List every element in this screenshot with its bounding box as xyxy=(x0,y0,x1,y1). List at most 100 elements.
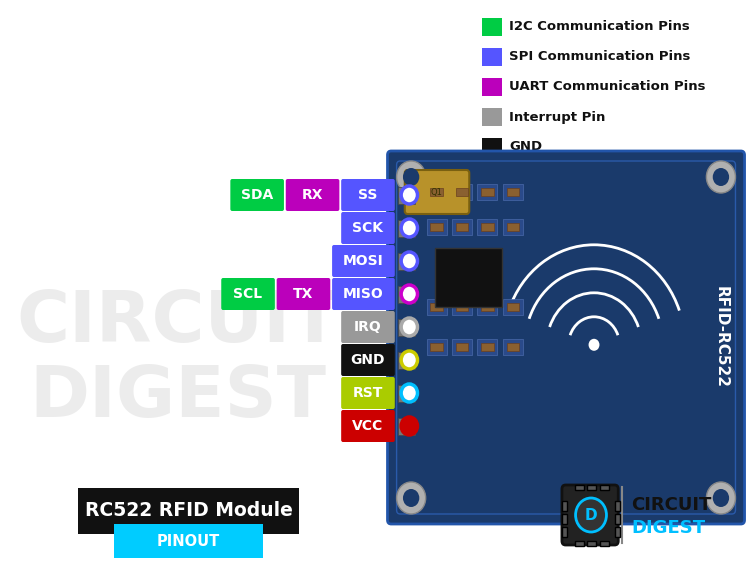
FancyBboxPatch shape xyxy=(456,223,468,231)
FancyBboxPatch shape xyxy=(482,168,502,186)
FancyBboxPatch shape xyxy=(587,485,596,490)
FancyBboxPatch shape xyxy=(430,343,443,351)
Text: VCC: VCC xyxy=(352,419,383,433)
Text: UART Communication Pins: UART Communication Pins xyxy=(509,81,706,93)
FancyBboxPatch shape xyxy=(482,18,502,36)
FancyBboxPatch shape xyxy=(277,278,330,310)
Circle shape xyxy=(706,482,736,514)
FancyBboxPatch shape xyxy=(503,299,523,315)
Text: RX: RX xyxy=(302,188,323,202)
FancyBboxPatch shape xyxy=(478,339,497,355)
Text: VCC: VCC xyxy=(509,170,538,184)
FancyBboxPatch shape xyxy=(230,179,284,211)
FancyBboxPatch shape xyxy=(341,212,394,244)
FancyBboxPatch shape xyxy=(398,187,416,203)
FancyBboxPatch shape xyxy=(435,248,502,307)
FancyBboxPatch shape xyxy=(481,223,494,231)
FancyBboxPatch shape xyxy=(478,299,497,315)
FancyBboxPatch shape xyxy=(398,351,416,369)
Text: MOSI: MOSI xyxy=(343,254,384,268)
FancyBboxPatch shape xyxy=(452,184,472,200)
FancyBboxPatch shape xyxy=(478,219,497,235)
FancyBboxPatch shape xyxy=(615,514,620,524)
FancyBboxPatch shape xyxy=(615,501,620,511)
FancyBboxPatch shape xyxy=(587,541,596,546)
FancyBboxPatch shape xyxy=(482,78,502,96)
FancyBboxPatch shape xyxy=(341,179,394,211)
FancyBboxPatch shape xyxy=(503,339,523,355)
FancyBboxPatch shape xyxy=(221,278,274,310)
Circle shape xyxy=(575,498,607,532)
FancyBboxPatch shape xyxy=(430,223,443,231)
Text: RST: RST xyxy=(352,386,383,400)
FancyBboxPatch shape xyxy=(482,198,502,216)
Circle shape xyxy=(403,489,419,507)
Circle shape xyxy=(401,351,418,369)
FancyBboxPatch shape xyxy=(341,377,394,409)
Circle shape xyxy=(589,339,599,351)
Text: Q1: Q1 xyxy=(430,188,442,196)
Text: MISO: MISO xyxy=(343,287,384,301)
Text: SCL: SCL xyxy=(233,287,262,301)
FancyBboxPatch shape xyxy=(452,299,472,315)
FancyBboxPatch shape xyxy=(427,339,446,355)
FancyBboxPatch shape xyxy=(430,188,443,196)
FancyBboxPatch shape xyxy=(482,108,502,126)
Circle shape xyxy=(401,417,418,435)
FancyBboxPatch shape xyxy=(427,219,446,235)
FancyBboxPatch shape xyxy=(506,343,519,351)
FancyBboxPatch shape xyxy=(482,138,502,156)
Circle shape xyxy=(706,161,736,193)
FancyBboxPatch shape xyxy=(286,179,339,211)
Circle shape xyxy=(712,489,729,507)
FancyBboxPatch shape xyxy=(398,252,416,270)
Text: SCK: SCK xyxy=(352,221,383,235)
FancyBboxPatch shape xyxy=(398,385,416,401)
FancyBboxPatch shape xyxy=(456,303,468,311)
Text: DIGEST: DIGEST xyxy=(631,519,705,537)
Text: IRQ: IRQ xyxy=(354,320,382,334)
Text: CIRCUIT
DIGEST: CIRCUIT DIGEST xyxy=(16,289,339,431)
FancyBboxPatch shape xyxy=(398,286,416,302)
FancyBboxPatch shape xyxy=(615,527,620,537)
Text: SDA: SDA xyxy=(241,188,273,202)
FancyBboxPatch shape xyxy=(503,184,523,200)
FancyBboxPatch shape xyxy=(562,527,568,537)
Circle shape xyxy=(403,168,419,186)
Text: I2C Communication Pins: I2C Communication Pins xyxy=(509,21,690,33)
Text: D: D xyxy=(585,507,597,522)
FancyBboxPatch shape xyxy=(452,219,472,235)
FancyBboxPatch shape xyxy=(481,303,494,311)
Circle shape xyxy=(401,252,418,270)
Circle shape xyxy=(401,384,418,402)
FancyBboxPatch shape xyxy=(482,48,502,66)
Circle shape xyxy=(401,219,418,237)
FancyBboxPatch shape xyxy=(332,278,394,310)
FancyBboxPatch shape xyxy=(506,303,519,311)
FancyBboxPatch shape xyxy=(562,485,618,545)
Text: RFID-RC522: RFID-RC522 xyxy=(713,286,728,388)
Text: SS: SS xyxy=(358,188,378,202)
FancyBboxPatch shape xyxy=(506,188,519,196)
FancyBboxPatch shape xyxy=(600,541,609,546)
FancyBboxPatch shape xyxy=(427,184,446,200)
Circle shape xyxy=(401,186,418,204)
FancyBboxPatch shape xyxy=(332,245,394,277)
FancyBboxPatch shape xyxy=(574,485,584,490)
FancyBboxPatch shape xyxy=(478,184,497,200)
FancyBboxPatch shape xyxy=(405,170,470,214)
FancyBboxPatch shape xyxy=(503,219,523,235)
Text: CIRCUIT: CIRCUIT xyxy=(631,496,711,514)
FancyBboxPatch shape xyxy=(456,188,468,196)
Circle shape xyxy=(397,482,426,514)
FancyBboxPatch shape xyxy=(341,344,394,376)
Text: TX: TX xyxy=(293,287,314,301)
FancyBboxPatch shape xyxy=(600,485,609,490)
Text: RC522 RFID Module: RC522 RFID Module xyxy=(85,502,292,521)
FancyBboxPatch shape xyxy=(427,299,446,315)
FancyBboxPatch shape xyxy=(481,188,494,196)
FancyBboxPatch shape xyxy=(388,151,745,524)
Text: GND: GND xyxy=(351,353,386,367)
Text: Reset pin: Reset pin xyxy=(509,200,580,214)
FancyBboxPatch shape xyxy=(574,541,584,546)
